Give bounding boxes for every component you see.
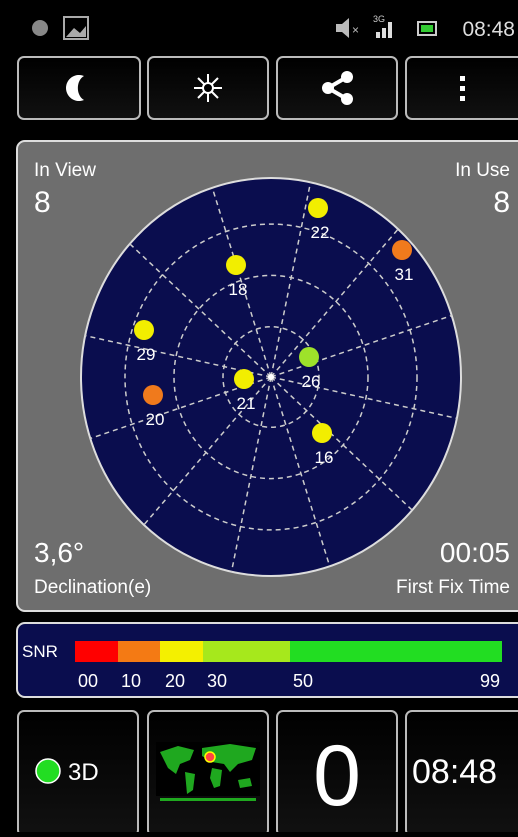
snr-label: SNR [22, 642, 58, 661]
moon-icon [66, 75, 84, 101]
azimuth-line [230, 376, 272, 572]
satellite [312, 423, 332, 443]
sky-plot: 22 31 18 29 26 21 20 16 [80, 177, 462, 577]
menu-icon [460, 76, 465, 101]
battery-level [421, 25, 433, 32]
battery-icon [417, 21, 437, 36]
center-mark [268, 374, 274, 380]
signal-bar [382, 28, 386, 38]
snr-tick-label: 00 [78, 671, 98, 691]
mute-x: × [352, 23, 359, 37]
snr-scale [75, 641, 502, 662]
signal-bar [388, 22, 392, 38]
image-icon-detail [66, 26, 86, 37]
declination-label: Declination(e) [34, 577, 151, 598]
satellite-id: 29 [137, 345, 156, 364]
network-type: 3G [373, 14, 385, 24]
fix-indicator [35, 758, 61, 784]
satellite [392, 240, 412, 260]
satellite [143, 385, 163, 405]
night-mode-button[interactable] [17, 56, 141, 120]
in-view-label: In View [34, 160, 96, 181]
snr-ticks: 00 10 20 30 50 99 [78, 671, 500, 691]
image-icon [63, 16, 89, 40]
first-fix-label: First Fix Time [396, 577, 510, 598]
snr-tick-label: 99 [480, 671, 500, 691]
mute-icon [336, 18, 349, 38]
signal-bar [376, 32, 380, 38]
snr-tick-label: 50 [293, 671, 313, 691]
azimuth-line [270, 376, 331, 567]
elevation-ring [222, 325, 320, 429]
speed-value: 0 [313, 728, 361, 824]
satellite [134, 320, 154, 340]
status-time: 08:48 [462, 18, 515, 41]
toolbar [17, 56, 518, 120]
gps-time: 08:48 [412, 753, 497, 791]
satellite-id: 16 [315, 448, 334, 467]
in-view-count: 8 [34, 186, 51, 219]
status-bar: × 3G 08:48 [32, 14, 515, 41]
snr-band [160, 641, 203, 662]
first-fix-time: 00:05 [440, 537, 510, 568]
sun-center [202, 82, 214, 94]
azimuth-line [270, 228, 399, 378]
snr-band [203, 641, 290, 662]
snr-band [118, 641, 160, 662]
satellite-id: 20 [146, 410, 165, 429]
azimuth-line [270, 314, 452, 378]
elevation-ring [124, 223, 418, 531]
satellite-id: 31 [395, 265, 414, 284]
location-marker [204, 751, 216, 763]
azimuth-line [270, 182, 312, 378]
satellite [234, 369, 254, 389]
satellite [299, 347, 319, 367]
satellite [226, 255, 246, 275]
snr-tick-label: 10 [121, 671, 141, 691]
snr-tick-label: 30 [207, 671, 227, 691]
in-use-label: In Use [455, 160, 510, 181]
satellite [308, 198, 328, 218]
elevation-ring [173, 274, 369, 480]
share-button[interactable] [276, 56, 398, 120]
satellite-id: 22 [311, 223, 330, 242]
gps-icon [32, 20, 48, 36]
snr-tick-label: 20 [165, 671, 185, 691]
in-use-count: 8 [493, 186, 510, 219]
satellite-id: 18 [229, 280, 248, 299]
azimuth-line [270, 376, 458, 420]
satellite-id: 26 [302, 372, 321, 391]
snr-band [290, 641, 502, 662]
declination: 3,6° [34, 537, 84, 568]
fix-type: 3D [68, 759, 99, 786]
azimuth-line [143, 376, 272, 526]
satellite-id: 21 [237, 394, 256, 413]
snr-band [75, 641, 118, 662]
world-map [156, 742, 260, 801]
azimuth-line [211, 187, 272, 378]
share-icon [322, 71, 353, 105]
